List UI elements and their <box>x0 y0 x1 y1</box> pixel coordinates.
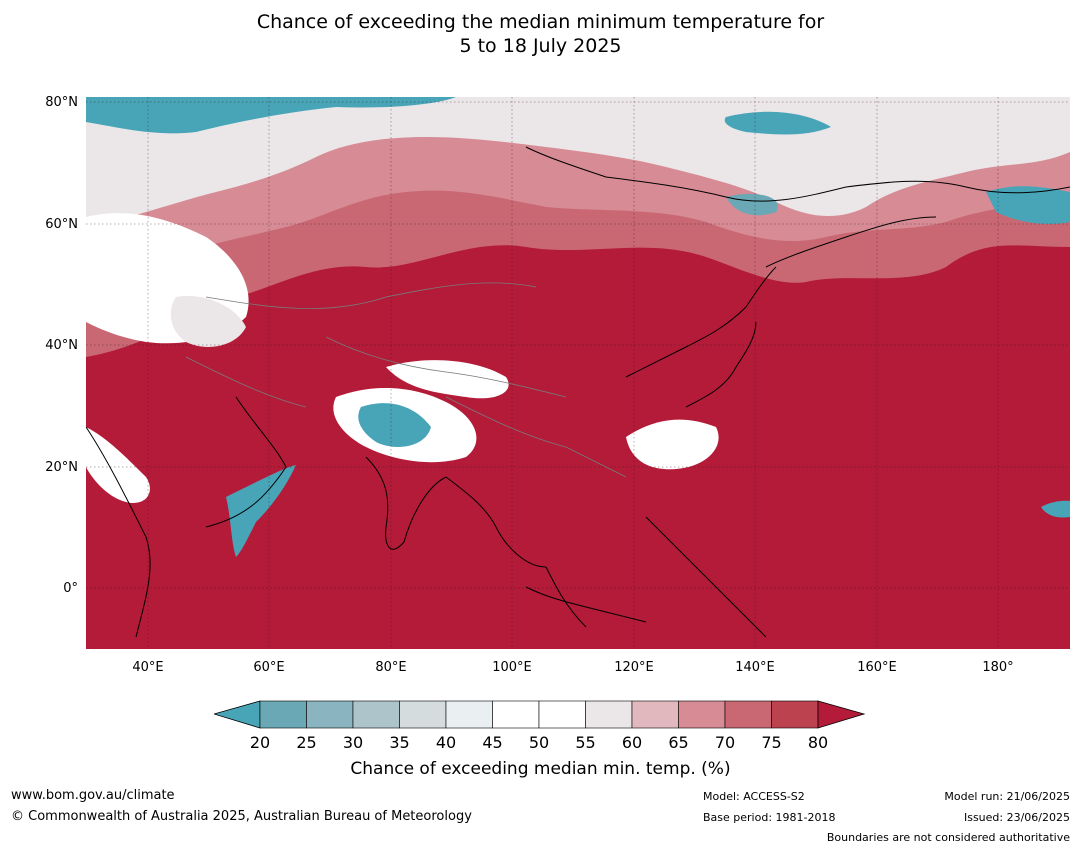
title-line-2: 5 to 18 July 2025 <box>459 35 622 57</box>
lon-label-80e: 80°E <box>375 660 407 675</box>
colorbar-tick-label: 70 <box>714 733 736 752</box>
colorbar-tick-label: 25 <box>296 733 317 752</box>
model-text: Model: ACCESS-S2 <box>703 790 805 803</box>
colorbar-segment <box>678 700 726 729</box>
colorbar-extend-high <box>817 700 866 729</box>
lon-label-160e: 160°E <box>857 660 897 675</box>
boundaries-text: Boundaries are not considered authoritat… <box>826 831 1070 844</box>
colorbar-tick-label: 40 <box>435 733 457 752</box>
lon-label-100e: 100°E <box>492 660 532 675</box>
colorbar-tick-label: 20 <box>249 733 271 752</box>
colorbar-tick-label: 30 <box>342 733 364 752</box>
model-run-text: Model run: 21/06/2025 <box>944 790 1070 803</box>
lon-label-140e: 140°E <box>735 660 775 675</box>
colorbar-tick-label: 80 <box>807 733 829 752</box>
colorbar-tick-label: 60 <box>621 733 643 752</box>
colorbar-tick-label: 50 <box>528 733 550 752</box>
lat-label-40n: 40°N <box>45 338 78 353</box>
neutral-tarim <box>386 360 509 399</box>
low-probability-arctic <box>724 111 831 135</box>
colorbar-segment <box>492 700 540 729</box>
copyright-text: © Commonwealth of Australia 2025, Austra… <box>11 809 472 824</box>
low-probability-pacific <box>1041 500 1070 518</box>
low-probability-northeast <box>986 186 1070 224</box>
low-probability-north <box>86 97 456 134</box>
probability-map <box>86 97 1070 649</box>
map-title: Chance of exceeding the median minimum t… <box>0 10 1081 58</box>
colorbar-segment <box>585 700 633 729</box>
coastlines <box>86 146 1070 638</box>
colorbar-extend-low <box>214 700 261 729</box>
website-text: www.bom.gov.au/climate <box>11 788 175 803</box>
colorbar-title: Chance of exceeding median min. temp. (%… <box>350 759 731 779</box>
neutral-caspian <box>170 296 246 347</box>
lon-label-40e: 40°E <box>132 660 164 675</box>
colorbar-tick-label: 55 <box>575 733 596 752</box>
colorbar-segment <box>306 700 354 729</box>
colorbar-segment <box>538 700 586 729</box>
lon-label-60e: 60°E <box>253 660 285 675</box>
low-probability-tibet <box>358 403 431 447</box>
lat-label-60n: 60°N <box>45 217 78 232</box>
colorbar-segment <box>259 700 307 729</box>
colorbar <box>214 700 866 729</box>
colorbar-tick-label: 65 <box>668 733 689 752</box>
country-borders <box>185 282 627 478</box>
lon-label-120e: 120°E <box>614 660 654 675</box>
colorbar-tick-label: 75 <box>761 733 782 752</box>
base-period-text: Base period: 1981-2018 <box>703 811 836 824</box>
lon-label-180: 180° <box>982 660 1014 675</box>
colorbar-segment <box>445 700 493 729</box>
colorbar-segment <box>399 700 447 729</box>
colorbar-segment <box>771 700 819 729</box>
colorbar-segment <box>724 700 772 729</box>
neutral-band <box>86 97 1070 227</box>
neutral-africa <box>86 427 150 503</box>
issued-text: Issued: 23/06/2025 <box>963 811 1070 824</box>
colorbar-tick-label: 45 <box>482 733 503 752</box>
colorbar-tick-label: 35 <box>389 733 410 752</box>
lat-label-0: 0° <box>63 581 78 596</box>
lat-label-80n: 80°N <box>45 95 78 110</box>
lat-label-20n: 20°N <box>45 460 78 475</box>
neutral-philippine-sea <box>626 419 719 470</box>
colorbar-segment <box>352 700 400 729</box>
low-probability-arabian-sea <box>226 465 296 557</box>
colorbar-segment <box>631 700 679 729</box>
title-line-1: Chance of exceeding the median minimum t… <box>256 11 825 33</box>
map-canvas <box>86 97 1070 649</box>
